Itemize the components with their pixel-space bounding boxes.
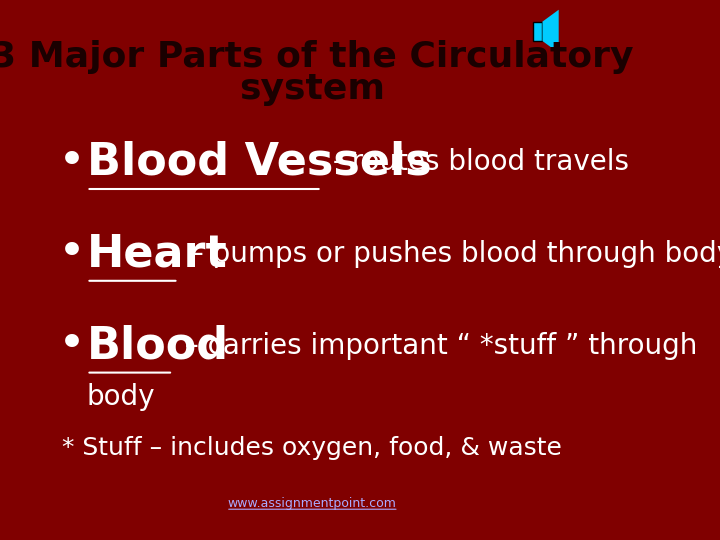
Text: system: system bbox=[239, 72, 385, 106]
FancyBboxPatch shape bbox=[533, 22, 542, 41]
Text: 3 Major Parts of the Circulatory: 3 Major Parts of the Circulatory bbox=[0, 40, 634, 73]
Text: Heart: Heart bbox=[86, 232, 228, 275]
Text: •: • bbox=[58, 231, 86, 276]
Text: www.assignmentpoint.com: www.assignmentpoint.com bbox=[228, 497, 397, 510]
Polygon shape bbox=[542, 10, 559, 53]
Text: •: • bbox=[58, 323, 86, 368]
Text: – carries important “ *stuff ” through: – carries important “ *stuff ” through bbox=[176, 332, 697, 360]
Text: – pumps or pushes blood through body: – pumps or pushes blood through body bbox=[181, 240, 720, 268]
Text: Blood Vessels: Blood Vessels bbox=[86, 140, 431, 184]
Text: - routes blood travels: - routes blood travels bbox=[324, 148, 629, 176]
Text: •: • bbox=[58, 139, 86, 185]
Text: Blood: Blood bbox=[86, 324, 229, 367]
Text: body: body bbox=[86, 383, 155, 411]
Text: * Stuff – includes oxygen, food, & waste: * Stuff – includes oxygen, food, & waste bbox=[63, 436, 562, 460]
